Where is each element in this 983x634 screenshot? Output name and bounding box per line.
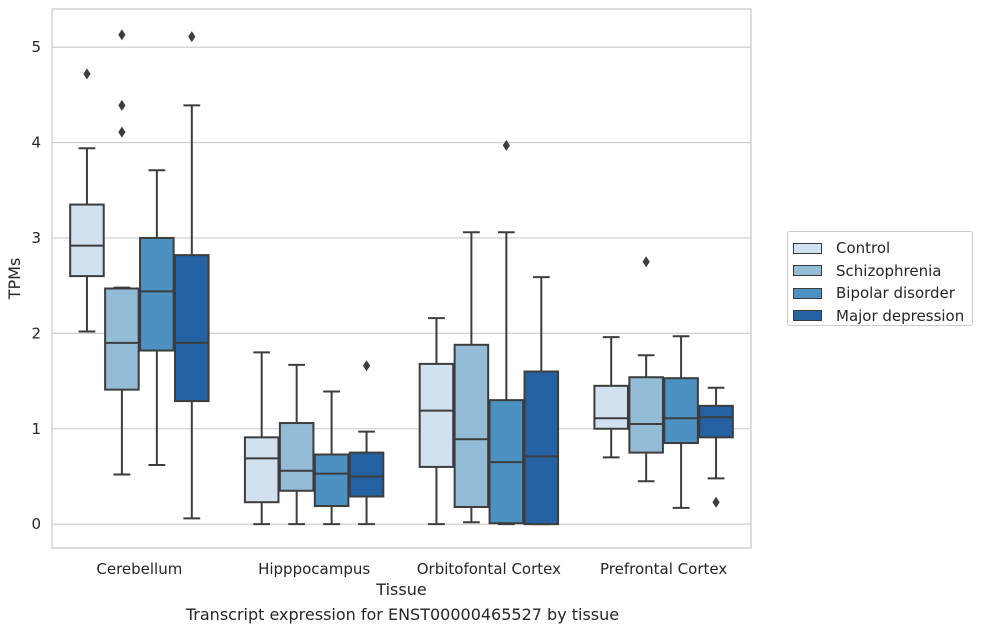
y-tick-label: 5 [31, 38, 41, 56]
legend-item-control: Control [793, 237, 972, 260]
box-iqr [418, 362, 455, 468]
y-tick-label: 0 [31, 515, 41, 533]
box-bipolar-disorder-cerebellum [139, 169, 175, 467]
box-major-depression-hipppocampus [348, 360, 385, 526]
box-iqr [593, 384, 629, 430]
box-control-cerebellum [69, 68, 105, 333]
outlier-point [118, 126, 126, 138]
box-control-hipppocampus [243, 351, 280, 526]
box-major-depression-cerebellum [174, 31, 210, 520]
legend-item-schizophrenia: Schizophrenia [793, 260, 972, 283]
box-control-orbitofontal-cortex [418, 317, 455, 526]
outlier-point [188, 31, 196, 43]
box-iqr [278, 422, 315, 492]
box-iqr [698, 404, 734, 439]
y-tick-label: 1 [31, 420, 41, 438]
box-iqr [313, 453, 350, 508]
box-bipolar-disorder-orbitofontal-cortex [488, 139, 525, 526]
box-iqr [243, 436, 280, 504]
box-schizophrenia-cerebellum [104, 29, 140, 476]
box-major-depression-prefrontal-cortex [698, 386, 734, 508]
legend-label-control: Control [836, 239, 891, 258]
box-schizophrenia-hipppocampus [278, 363, 315, 526]
outlier-point [642, 256, 650, 268]
legend-swatch-bipolar-disorder [793, 287, 822, 299]
x-axis-label: Tissue [375, 580, 426, 599]
legend-swatch-control [793, 242, 822, 254]
box-schizophrenia-prefrontal-cortex [628, 256, 664, 483]
outlier-point [118, 99, 126, 111]
legend-label-major-depression: Major depression [836, 306, 965, 325]
box-iqr [523, 370, 560, 526]
outlier-point [118, 29, 126, 41]
box-iqr [628, 376, 664, 454]
box-iqr [663, 377, 699, 445]
box-major-depression-orbitofontal-cortex [523, 276, 560, 526]
y-tick-label: 3 [31, 229, 41, 247]
outlier-point [83, 68, 91, 80]
box-iqr [174, 254, 210, 403]
x-tick-label-hipppocampus: Hipppocampus [258, 560, 370, 578]
box-iqr [348, 451, 385, 498]
y-tick-label: 2 [31, 324, 41, 342]
box-schizophrenia-orbitofontal-cortex [453, 231, 490, 524]
chart-legend: Control Schizophrenia Bipolar disorder M… [787, 231, 973, 326]
outlier-point [362, 360, 371, 372]
legend-label-bipolar-disorder: Bipolar disorder [836, 284, 955, 303]
chart-caption: Transcript expression for ENST0000046552… [185, 605, 620, 624]
legend-swatch-major-depression [793, 310, 822, 322]
y-axis-label: TPMs [5, 258, 24, 301]
legend-item-major-depression: Major depression [793, 305, 972, 328]
outlier-point [502, 139, 510, 151]
box-iqr [69, 203, 105, 278]
legend-item-bipolar-disorder: Bipolar disorder [793, 282, 972, 305]
box-iqr [453, 343, 490, 508]
y-tick-label: 4 [31, 134, 41, 152]
legend-label-schizophrenia: Schizophrenia [836, 261, 942, 280]
x-tick-label-cerebellum: Cerebellum [96, 560, 182, 578]
box-iqr [139, 236, 175, 352]
box-control-prefrontal-cortex [593, 336, 629, 459]
legend-swatch-schizophrenia [793, 265, 822, 277]
box-bipolar-disorder-hipppocampus [313, 390, 350, 526]
x-tick-label-orbitofontal-cortex: Orbitofontal Cortex [417, 560, 561, 578]
x-tick-label-prefrontal-cortex: Prefrontal Cortex [600, 560, 727, 578]
box-bipolar-disorder-prefrontal-cortex [663, 335, 699, 509]
outlier-point [712, 496, 720, 508]
plot-frame [51, 8, 752, 549]
box-iqr [104, 287, 140, 391]
